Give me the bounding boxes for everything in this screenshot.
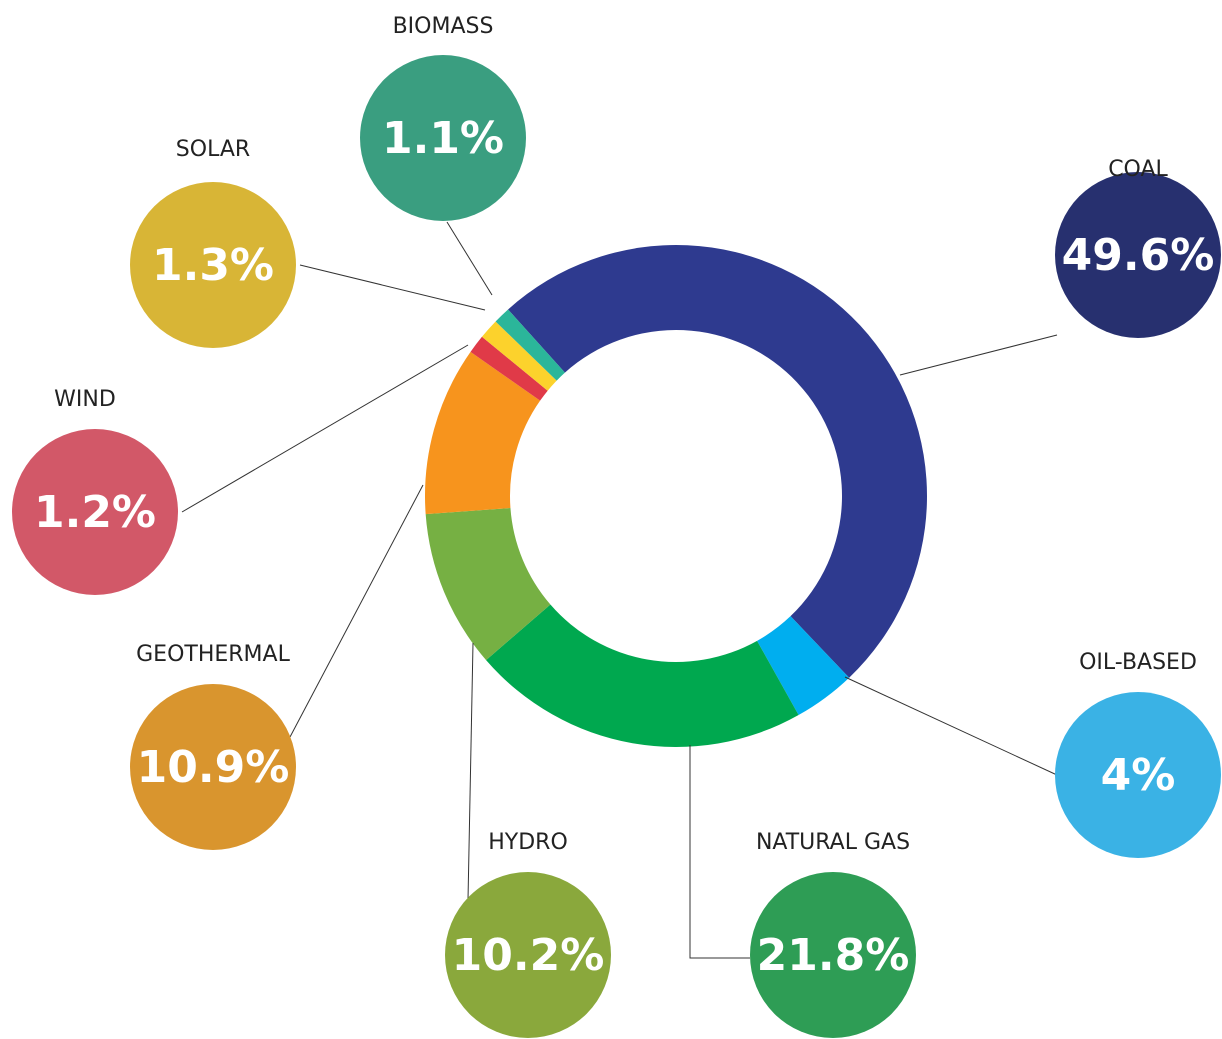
value-label: 1.1%	[382, 113, 504, 164]
leader-line	[845, 677, 1057, 775]
leader-line	[468, 643, 473, 900]
leader-line	[447, 222, 492, 295]
donut-slice	[486, 605, 798, 747]
category-label: BIOMASS	[393, 14, 494, 39]
value-label: 10.9%	[137, 742, 290, 793]
value-label: 4%	[1101, 750, 1176, 801]
category-label: COAL	[1108, 157, 1168, 182]
value-label: 21.8%	[757, 930, 910, 981]
leader-line	[300, 265, 485, 310]
donut-slice	[508, 245, 927, 678]
category-label: HYDRO	[488, 830, 568, 855]
leader-line	[182, 345, 468, 512]
leader-line	[900, 335, 1057, 375]
category-label: NATURAL GAS	[756, 830, 910, 855]
value-label: 49.6%	[1062, 230, 1215, 281]
category-label: OIL-BASED	[1079, 650, 1197, 675]
value-label: 1.3%	[152, 240, 274, 291]
category-label: WIND	[54, 387, 116, 412]
category-label: SOLAR	[176, 137, 250, 162]
chart: 49.6% COAL 4% OIL-BASED 21.8% NATURAL GAS 10.2…	[0, 0, 1222, 1039]
category-label: GEOTHERMAL	[136, 642, 290, 667]
value-label: 1.2%	[34, 487, 156, 538]
value-label: 10.2%	[452, 930, 605, 981]
leader-line	[290, 485, 423, 737]
leader-line	[690, 745, 750, 958]
